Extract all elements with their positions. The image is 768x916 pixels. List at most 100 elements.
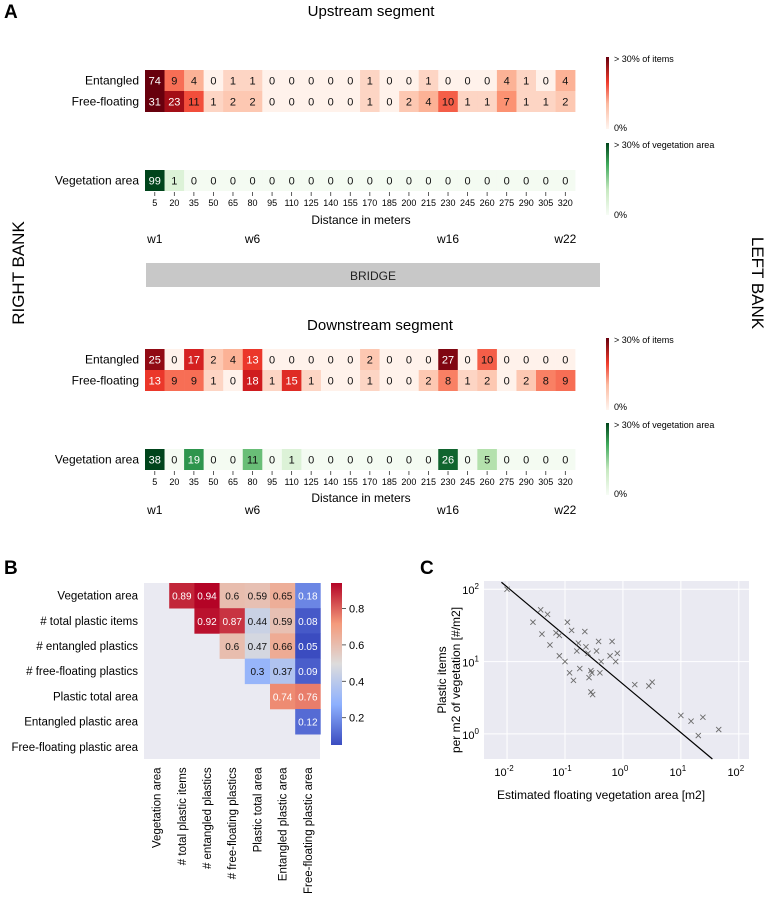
scatter-point xyxy=(576,665,583,672)
scatter-point xyxy=(537,606,544,613)
regression-line xyxy=(501,581,713,760)
cell-value: 0 xyxy=(484,76,490,88)
x-tick-label: 102 xyxy=(727,764,744,779)
heatmap-cell xyxy=(301,349,322,370)
tick-base: 10 xyxy=(462,585,474,597)
heatmap-cell xyxy=(223,170,244,191)
cell-value: 0 xyxy=(562,455,568,467)
cell-value: 11 xyxy=(188,97,199,109)
tick-label: 215 xyxy=(421,198,436,208)
heatmap-cell xyxy=(379,91,400,112)
cell-value: 0 xyxy=(543,176,549,188)
cell-value: 4 xyxy=(230,355,236,367)
column-label: Vegetation area xyxy=(152,767,164,848)
heatmap-cell xyxy=(301,170,322,191)
cell-value: 0 xyxy=(523,455,529,467)
panel-label-a: A xyxy=(4,2,18,23)
cell-value: 1 xyxy=(308,376,314,388)
heatmap-cell xyxy=(496,349,517,370)
cell-value: 0 xyxy=(230,176,236,188)
row-label: # total plastic items xyxy=(40,616,138,628)
cell-value: 11 xyxy=(247,455,258,467)
correlation-value: 0.66 xyxy=(273,642,293,653)
heatmap-cell xyxy=(320,170,341,191)
cell-value: 10 xyxy=(442,97,454,109)
tick-base: 10 xyxy=(552,767,564,779)
heatmap-cell xyxy=(184,370,204,391)
legend-bar xyxy=(606,57,609,129)
row-label: Entangled xyxy=(85,353,139,367)
row-label: Vegetation area xyxy=(55,174,139,188)
correlation-value: 0.18 xyxy=(298,592,318,603)
heatmap-cell xyxy=(555,70,576,91)
cell-value: 9 xyxy=(191,376,197,388)
tick-base: 10 xyxy=(727,767,739,779)
heatmap-cell xyxy=(477,449,498,470)
scatter-point xyxy=(609,638,616,645)
scatter-point xyxy=(583,643,589,650)
heatmap-cell xyxy=(457,370,478,391)
scatter-point xyxy=(570,677,577,684)
cell-value: 1 xyxy=(249,76,255,88)
tick-label: 155 xyxy=(343,198,358,208)
scatter-point xyxy=(595,638,602,645)
cell-value: 0 xyxy=(308,355,314,367)
correlation-value: 0.59 xyxy=(273,617,293,628)
heatmap-cell xyxy=(320,91,341,112)
scatter-point xyxy=(688,718,694,725)
heatmap-cell xyxy=(360,91,380,112)
cell-value: 0 xyxy=(230,455,236,467)
cell-value: 2 xyxy=(230,97,236,109)
scatter-point xyxy=(677,712,684,719)
heatmap-cell xyxy=(320,370,341,391)
heatmap-cell xyxy=(340,449,361,470)
heatmap-cell xyxy=(145,70,165,91)
right-bank-label: RIGHT BANK xyxy=(9,221,28,325)
cell-value: 1 xyxy=(425,76,431,88)
cell-value: 0 xyxy=(289,97,295,109)
heatmap-cell xyxy=(360,170,380,191)
legend-max-label: > 30% of items xyxy=(614,54,674,64)
correlation-cell xyxy=(270,633,296,659)
heatmap-cell xyxy=(242,370,263,391)
correlation-matrix: 0.89 0.94 0.6 0.59 0.65 0.18 0.92 0.87 0.44 0.59 0… xyxy=(11,583,364,894)
correlation-cell xyxy=(219,608,246,634)
cell-value: 9 xyxy=(171,376,177,388)
tick-base: 10 xyxy=(494,767,506,779)
heatmap-cell xyxy=(360,70,380,91)
cell-value: 25 xyxy=(149,355,161,367)
waypoint-label: w16 xyxy=(436,503,459,517)
heatmap-cell xyxy=(164,370,185,391)
tick-label: 260 xyxy=(480,198,495,208)
heatmap-cell xyxy=(418,91,439,112)
cell-value: 1 xyxy=(367,376,373,388)
cell-value: 0 xyxy=(523,355,529,367)
correlation-cell xyxy=(270,658,296,685)
cell-value: 10 xyxy=(481,355,493,367)
cell-value: 0 xyxy=(347,355,353,367)
heatmap-cell xyxy=(203,370,224,391)
cell-value: 2 xyxy=(523,376,529,388)
heatmap-cell xyxy=(457,170,478,191)
correlation-cell xyxy=(194,608,220,634)
correlation-value: 0.87 xyxy=(222,617,242,628)
downstream-x-axis-label: Distance in meters xyxy=(311,491,410,505)
cell-value: 1 xyxy=(367,76,373,88)
cell-value: 0 xyxy=(210,455,216,467)
cell-value: 1 xyxy=(367,97,373,109)
heatmap-cell xyxy=(477,170,498,191)
scatter-point xyxy=(573,648,580,654)
cell-value: 0 xyxy=(249,176,255,188)
tick-label: 125 xyxy=(304,477,319,487)
cell-value: 1 xyxy=(230,76,236,88)
tick-label: 290 xyxy=(519,477,534,487)
heatmap-cell xyxy=(203,349,224,370)
cell-value: 31 xyxy=(149,97,161,109)
scatter-y-axis-label-line1: Plastic items xyxy=(435,646,449,713)
tick-label: 230 xyxy=(441,477,456,487)
scatter-plot-area xyxy=(484,581,749,759)
cell-value: 0 xyxy=(445,176,451,188)
heatmap-cell xyxy=(203,449,224,470)
correlation-cell xyxy=(270,608,296,634)
cell-value: 0 xyxy=(210,76,216,88)
